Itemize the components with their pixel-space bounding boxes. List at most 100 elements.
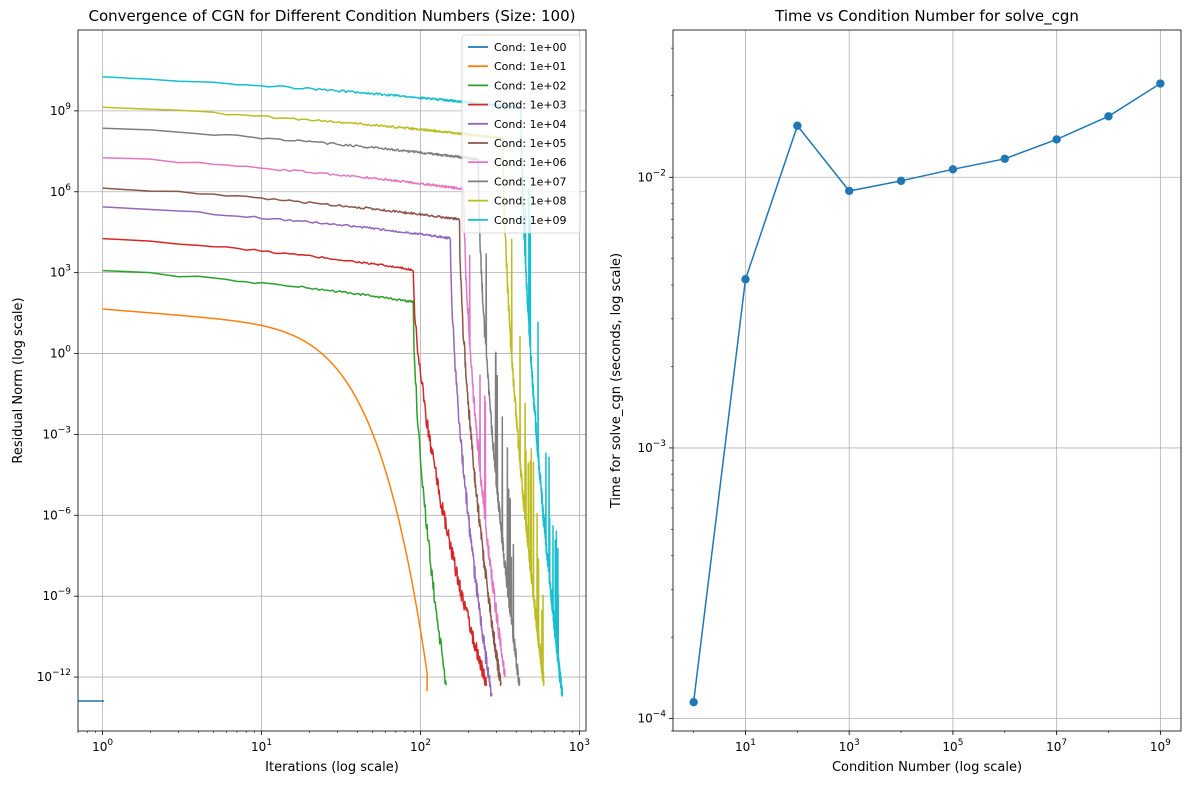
x-tick-label: 103 [839, 738, 860, 754]
legend-label: Cond: 1e+03 [494, 99, 567, 112]
x-tick-label: 100 [92, 738, 113, 754]
axes-frame [77, 29, 587, 732]
x-tick-label-base: 10 [251, 740, 266, 754]
y-tick-label-base: 10 [42, 508, 57, 522]
x-tick-label-exp: 1 [266, 738, 272, 748]
x-tick-label-base: 10 [942, 740, 957, 754]
y-tick-label-exp: −12 [52, 668, 71, 678]
x-tick-label-exp: 3 [854, 738, 860, 748]
x-tick-label-exp: 5 [958, 738, 964, 748]
y-tick-label-exp: −3 [58, 425, 71, 435]
x-tick-label-exp: 2 [425, 738, 431, 748]
y-tick-label-base: 10 [637, 712, 652, 726]
series-line [102, 269, 447, 686]
data-point [1000, 154, 1009, 164]
convergence-chart: 100 101 102 10310−1210−910−610−310010310610… [11, 7, 590, 775]
series-line [102, 237, 488, 686]
legend-label: Cond: 1e+05 [494, 137, 567, 150]
chart-title: Time vs Condition Number for solve_cgn [774, 7, 1079, 26]
data-point [793, 121, 802, 130]
series-line [102, 206, 493, 697]
legend-label: Cond: 1e+08 [494, 195, 567, 208]
data-point [741, 275, 750, 284]
y-tick-label-exp: 0 [65, 345, 71, 355]
time-line [692, 82, 1161, 703]
x-axis-label: Condition Number (log scale) [832, 760, 1022, 775]
x-tick-label-exp: 3 [584, 738, 590, 748]
legend: Cond: 1e+00 Cond: 1e+01 Cond: 1e+02 Cond: 1… [461, 34, 581, 234]
chart-title: Convergence of CGN for Different Conditi… [88, 7, 575, 25]
x-tick-label: 109 [1150, 738, 1171, 754]
series-line [102, 127, 521, 686]
x-tick-label: 107 [1046, 738, 1067, 754]
x-axis-label: Iterations (log scale) [265, 760, 399, 775]
data-point [896, 176, 906, 186]
legend-label: Cond: 1e+01 [494, 60, 567, 73]
series-line [102, 156, 506, 678]
x-tick-label: 105 [942, 738, 963, 754]
legend-label: Cond: 1e+04 [494, 118, 567, 131]
y-tick-label: 10−2 [637, 168, 666, 184]
y-tick-label: 10−3 [42, 425, 71, 441]
y-tick-label-exp: −4 [653, 710, 667, 720]
data-point [845, 186, 854, 196]
y-axis-label: Time for solve_cgn (seconds, log scale) [609, 253, 624, 509]
data-point [1156, 79, 1165, 88]
series-line [102, 187, 502, 686]
x-tick-label-exp: 0 [107, 738, 113, 748]
x-tick-label-base: 10 [1046, 740, 1061, 754]
legend-label: Cond: 1e+06 [494, 156, 567, 169]
x-tick-label: 101 [251, 738, 272, 754]
data-point [1104, 112, 1113, 121]
legend-label: Cond: 1e+02 [494, 79, 567, 92]
y-tick-label-base: 10 [42, 589, 57, 603]
x-tick-label-base: 10 [569, 740, 584, 754]
y-tick-label-base: 10 [42, 427, 57, 441]
x-tick-label-base: 10 [1150, 740, 1165, 754]
x-tick-label-base: 10 [735, 740, 750, 754]
y-tick-label-exp: 3 [65, 264, 71, 274]
y-tick-label-base: 10 [637, 441, 652, 455]
y-tick-label-base: 10 [37, 670, 52, 684]
y-tick-label-exp: −2 [653, 168, 666, 178]
legend-label: Cond: 1e+09 [494, 214, 567, 227]
legend-box [461, 34, 581, 234]
y-tick-label: 10−12 [37, 668, 71, 684]
y-tick-label-exp: −3 [653, 439, 666, 449]
y-tick-label-base: 10 [50, 266, 65, 280]
y-tick-label-exp: 6 [65, 183, 71, 193]
axes-frame [672, 29, 1182, 732]
x-tick-label-exp: 1 [750, 738, 756, 748]
y-axis-label: Residual Norm (log scale) [11, 297, 26, 463]
legend-label: Cond: 1e+07 [494, 175, 567, 188]
x-tick-label: 101 [735, 738, 756, 754]
x-tick-label: 103 [569, 738, 590, 754]
y-tick-label: 100 [50, 345, 71, 361]
y-tick-label-base: 10 [637, 170, 652, 184]
x-tick-label: 102 [410, 738, 431, 754]
y-tick-label: 109 [50, 102, 71, 118]
x-tick-label-exp: 7 [1061, 738, 1067, 748]
data-point [948, 165, 958, 174]
y-tick-label-exp: −6 [58, 506, 72, 516]
y-tick-label-exp: 9 [65, 102, 71, 112]
y-tick-label: 10−3 [637, 439, 666, 455]
y-tick-label: 10−9 [42, 587, 71, 603]
y-tick-label: 106 [50, 183, 71, 199]
y-tick-label-exp: −9 [58, 587, 72, 597]
y-tick-label-base: 10 [50, 347, 65, 361]
y-tick-label-base: 10 [50, 104, 65, 118]
x-tick-label-exp: 9 [1165, 738, 1171, 748]
x-tick-label-base: 10 [839, 740, 854, 754]
y-tick-label-base: 10 [50, 185, 65, 199]
legend-label: Cond: 1e+00 [494, 41, 567, 54]
x-tick-label-base: 10 [410, 740, 425, 754]
y-tick-label: 10−4 [637, 710, 666, 726]
data-point [1052, 135, 1061, 144]
series-line [102, 308, 428, 692]
y-tick-label: 103 [50, 264, 71, 280]
x-tick-label-base: 10 [92, 740, 107, 754]
y-tick-label: 10−6 [42, 506, 71, 522]
